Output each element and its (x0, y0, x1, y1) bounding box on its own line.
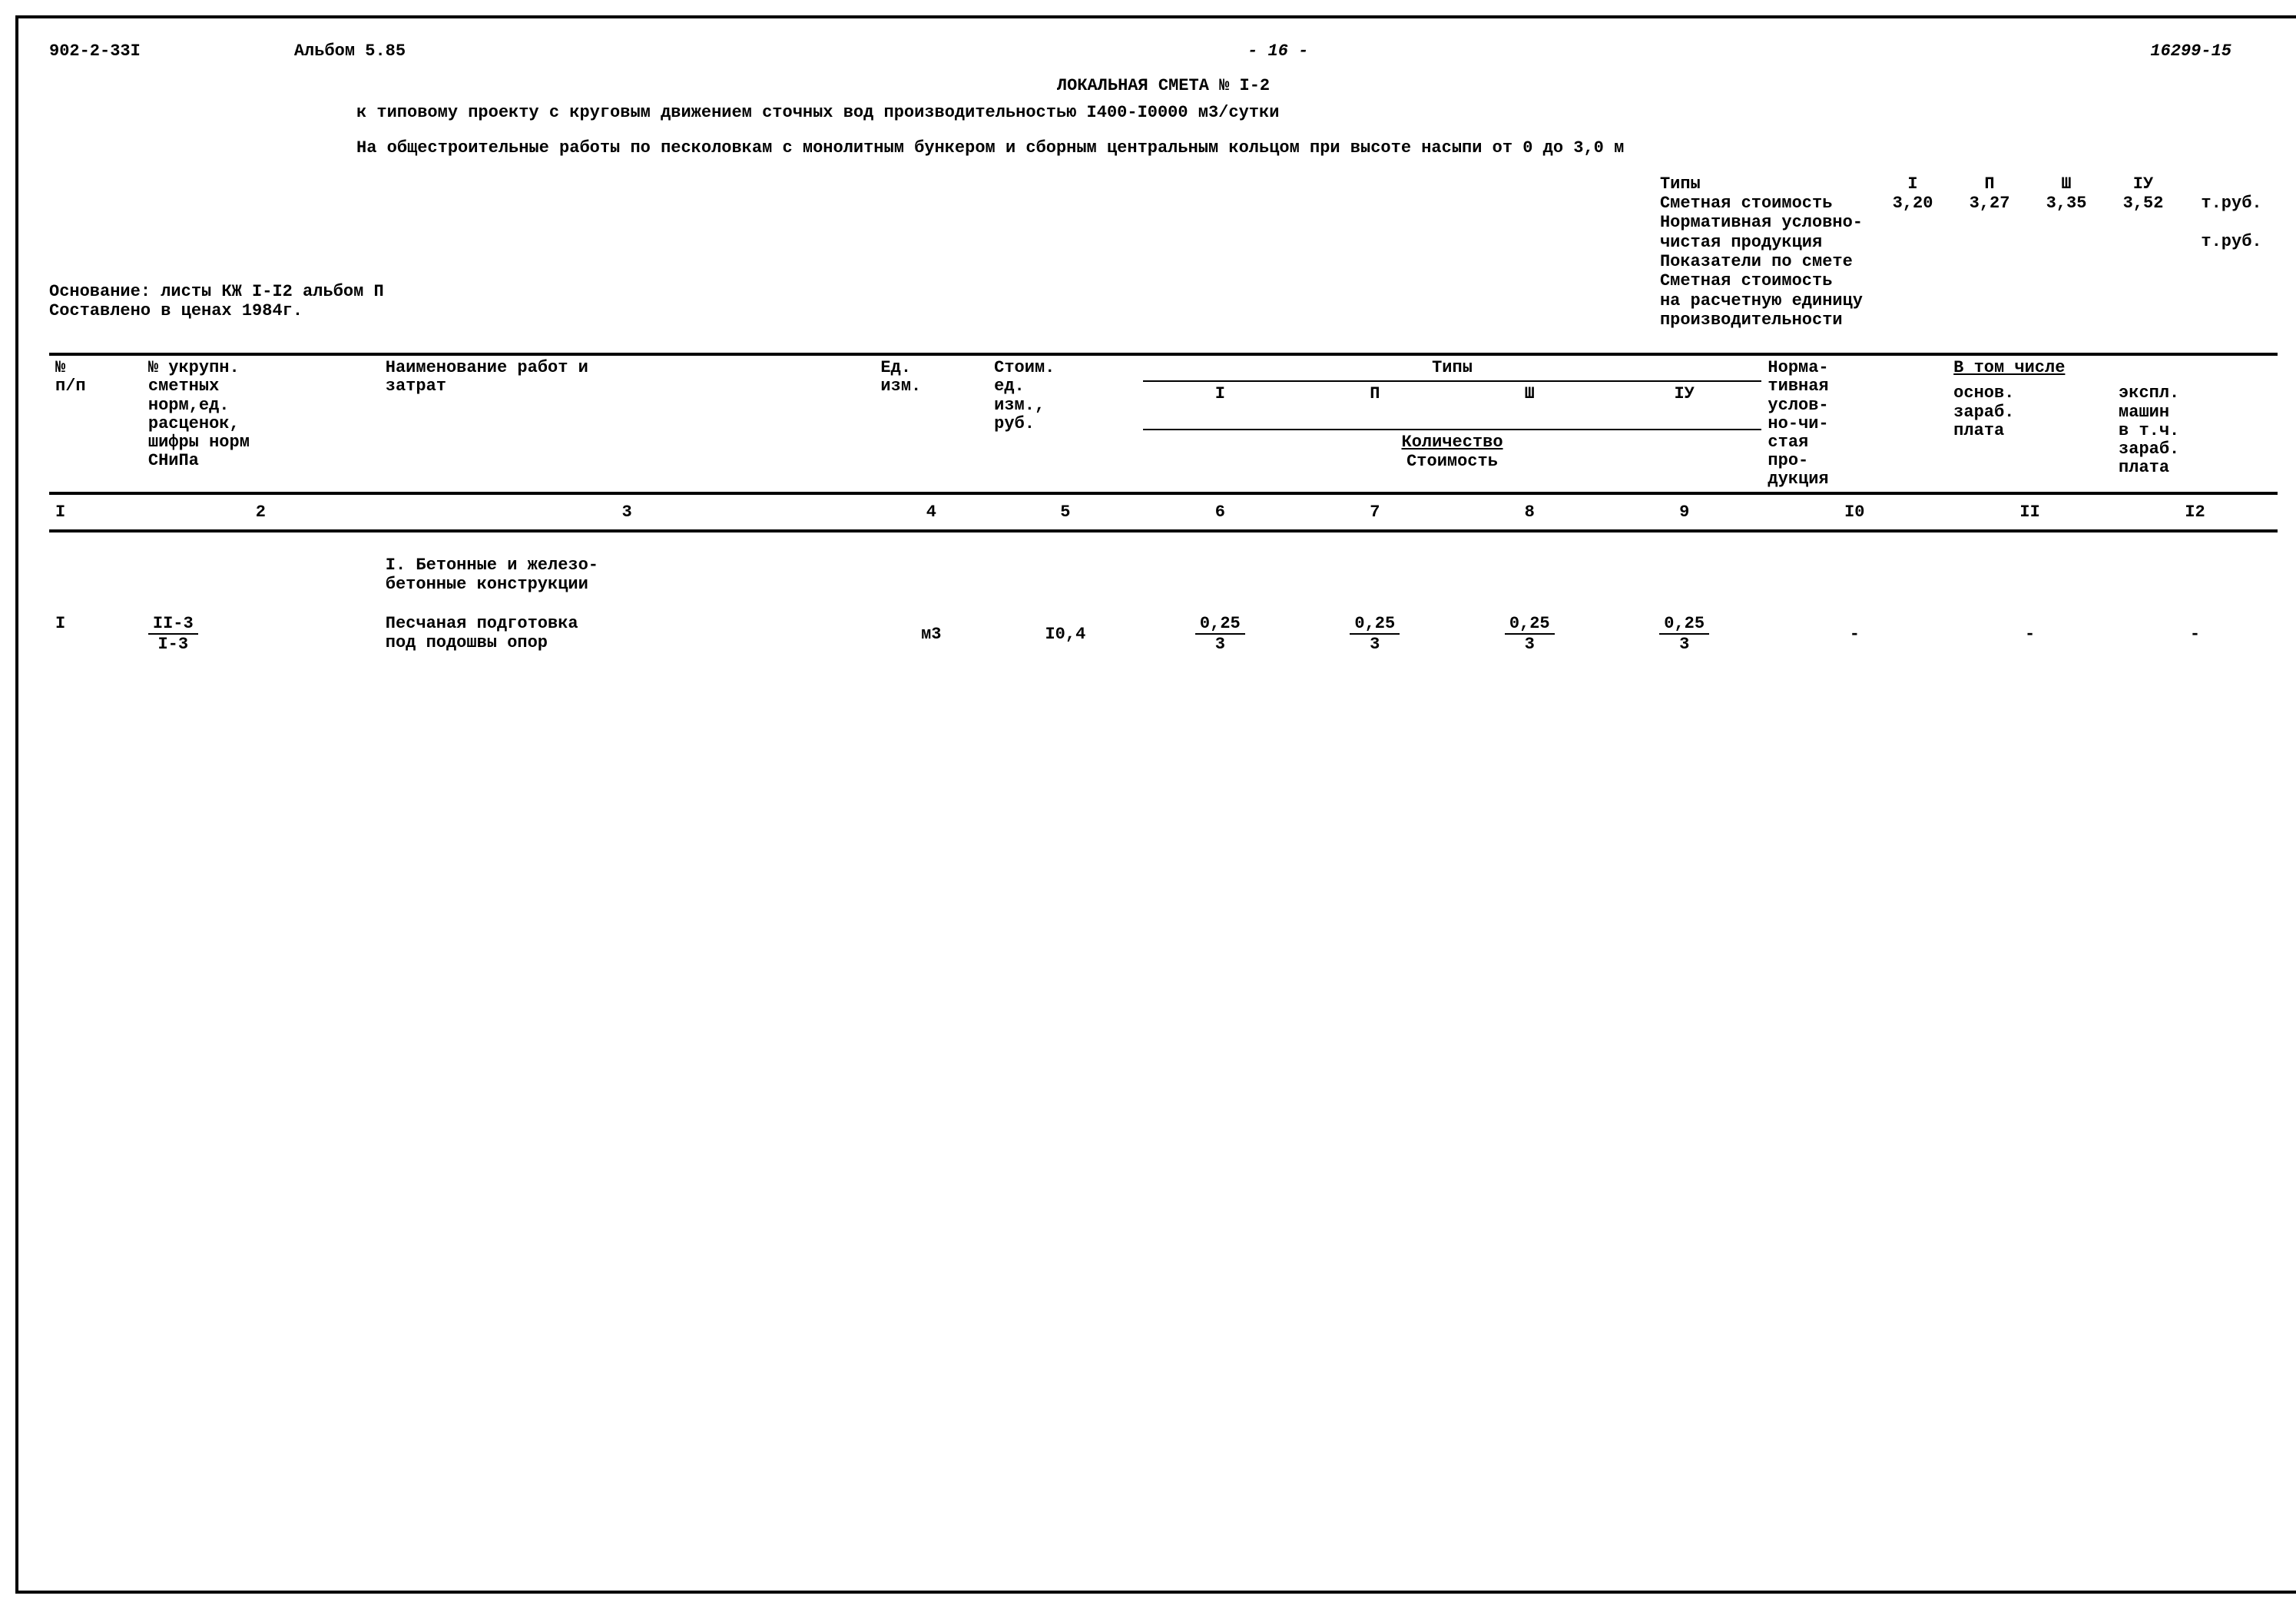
row-c12: - (2112, 609, 2278, 659)
section-title: I. Бетонные и железо- бетонные конструкц… (379, 531, 875, 609)
hdr-c2: № укрупн. сметных норм,ед. расценок, шиф… (142, 354, 379, 493)
row-c10: - (1761, 609, 1947, 659)
row-t3: 0,25 3 (1505, 614, 1555, 654)
cost-col-II-label: П (1955, 174, 2024, 194)
hdr-types: Типы (1143, 354, 1762, 381)
subtitle-2: На общестроительные работы по песколовка… (356, 138, 1970, 158)
hdr-qty: Количество (1402, 433, 1503, 452)
colnum-1: I (49, 493, 142, 531)
cost-label-norm: Нормативная условно- чистая продукция (1660, 213, 1863, 252)
row-unit: м3 (874, 609, 988, 659)
cost-summary: Основание: листы КЖ I-I2 альбом П Состав… (49, 174, 2278, 330)
cost-col-II-value: 3,27 (1955, 194, 2024, 213)
hdr-c9: IУ (1607, 381, 1761, 430)
cost-label-est: Сметная стоимость (1660, 194, 1863, 213)
row-price: I0,4 (988, 609, 1142, 659)
hdr-c11: основ. зараб. плата (1947, 381, 2112, 493)
cost-unit-1: т.руб. (2185, 194, 2278, 213)
cost-col-IV-value: 3,52 (2109, 194, 2178, 213)
colnum-11: II (1947, 493, 2112, 531)
cost-col-I-value: 3,20 (1878, 194, 1947, 213)
cost-col-III-label: Ш (2032, 174, 2101, 194)
colnum-2: 2 (142, 493, 379, 531)
row-c11: - (1947, 609, 2112, 659)
colnum-12: I2 (2112, 493, 2278, 531)
hdr-c3: Наименование работ и затрат (379, 354, 875, 493)
cost-label-ind: Показатели по смете (1660, 252, 1863, 271)
hdr-c8: Ш (1453, 381, 1607, 430)
cost-label-perunit: на расчетную единицу производительности (1660, 291, 1863, 330)
document-title: ЛОКАЛЬНАЯ СМЕТА № I-2 (49, 76, 2278, 95)
row-t1: 0,25 3 (1195, 614, 1245, 654)
header-row: 902-2-33I Альбом 5.85 - 16 - 16299-15 (49, 41, 2278, 61)
hdr-c6: I (1143, 381, 1297, 430)
hdr-cost: Стоимость (1406, 452, 1498, 471)
basis-line-1: Основание: листы КЖ I-I2 альбом П (49, 282, 384, 301)
cost-label-types: Типы (1660, 174, 1863, 194)
cost-label-est2: Сметная стоимость (1660, 271, 1863, 290)
colnum-8: 8 (1453, 493, 1607, 531)
cost-col-IV-label: IУ (2109, 174, 2178, 194)
row-num: I (49, 609, 142, 659)
colnum-9: 9 (1607, 493, 1761, 531)
colnum-3: 3 (379, 493, 875, 531)
colnum-7: 7 (1297, 493, 1452, 531)
album-label: Альбом 5.85 (294, 41, 406, 61)
colnum-5: 5 (988, 493, 1142, 531)
hdr-including: В том числе (1947, 354, 2278, 381)
hdr-c12: экспл. машин в т.ч. зараб. плата (2112, 381, 2278, 493)
subtitle-1: к типовому проекту с круговым движением … (356, 103, 1970, 123)
hdr-c1: № п/п (49, 354, 142, 493)
row-t2: 0,25 3 (1350, 614, 1400, 654)
page-frame: 902-2-33I Альбом 5.85 - 16 - 16299-15 ЛО… (15, 15, 2296, 1594)
colnum-6: 6 (1143, 493, 1297, 531)
hdr-c10: Норма- тивная услов- но-чи- стая про- ду… (1761, 354, 1947, 493)
colnum-4: 4 (874, 493, 988, 531)
row-name: Песчаная подготовка под подошвы опор (379, 609, 875, 659)
colnum-10: I0 (1761, 493, 1947, 531)
basis-line-2: Составлено в ценах 1984г. (49, 301, 384, 320)
cost-col-III-value: 3,35 (2032, 194, 2101, 213)
project-code: 902-2-33I (49, 41, 141, 61)
table-row: I II-3 I-3 Песчаная подготовка под подош… (49, 609, 2278, 659)
doc-number: 16299-15 (2150, 41, 2231, 61)
cost-col-I-label: I (1878, 174, 1947, 194)
hdr-c5: Стоим. ед. изм., руб. (988, 354, 1142, 493)
cost-unit-2: т.руб. (2185, 232, 2278, 251)
row-code: II-3 I-3 (148, 614, 198, 654)
hdr-c7: П (1297, 381, 1452, 430)
page-number: - 16 - (1247, 41, 1308, 61)
estimate-table: № п/п № укрупн. сметных норм,ед. расцено… (49, 353, 2278, 659)
row-t4: 0,25 3 (1659, 614, 1709, 654)
hdr-c4: Ед. изм. (874, 354, 988, 493)
